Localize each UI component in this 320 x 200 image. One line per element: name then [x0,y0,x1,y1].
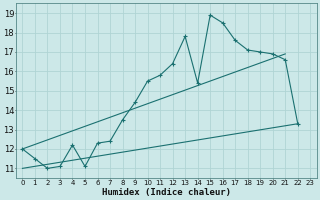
X-axis label: Humidex (Indice chaleur): Humidex (Indice chaleur) [102,188,231,197]
